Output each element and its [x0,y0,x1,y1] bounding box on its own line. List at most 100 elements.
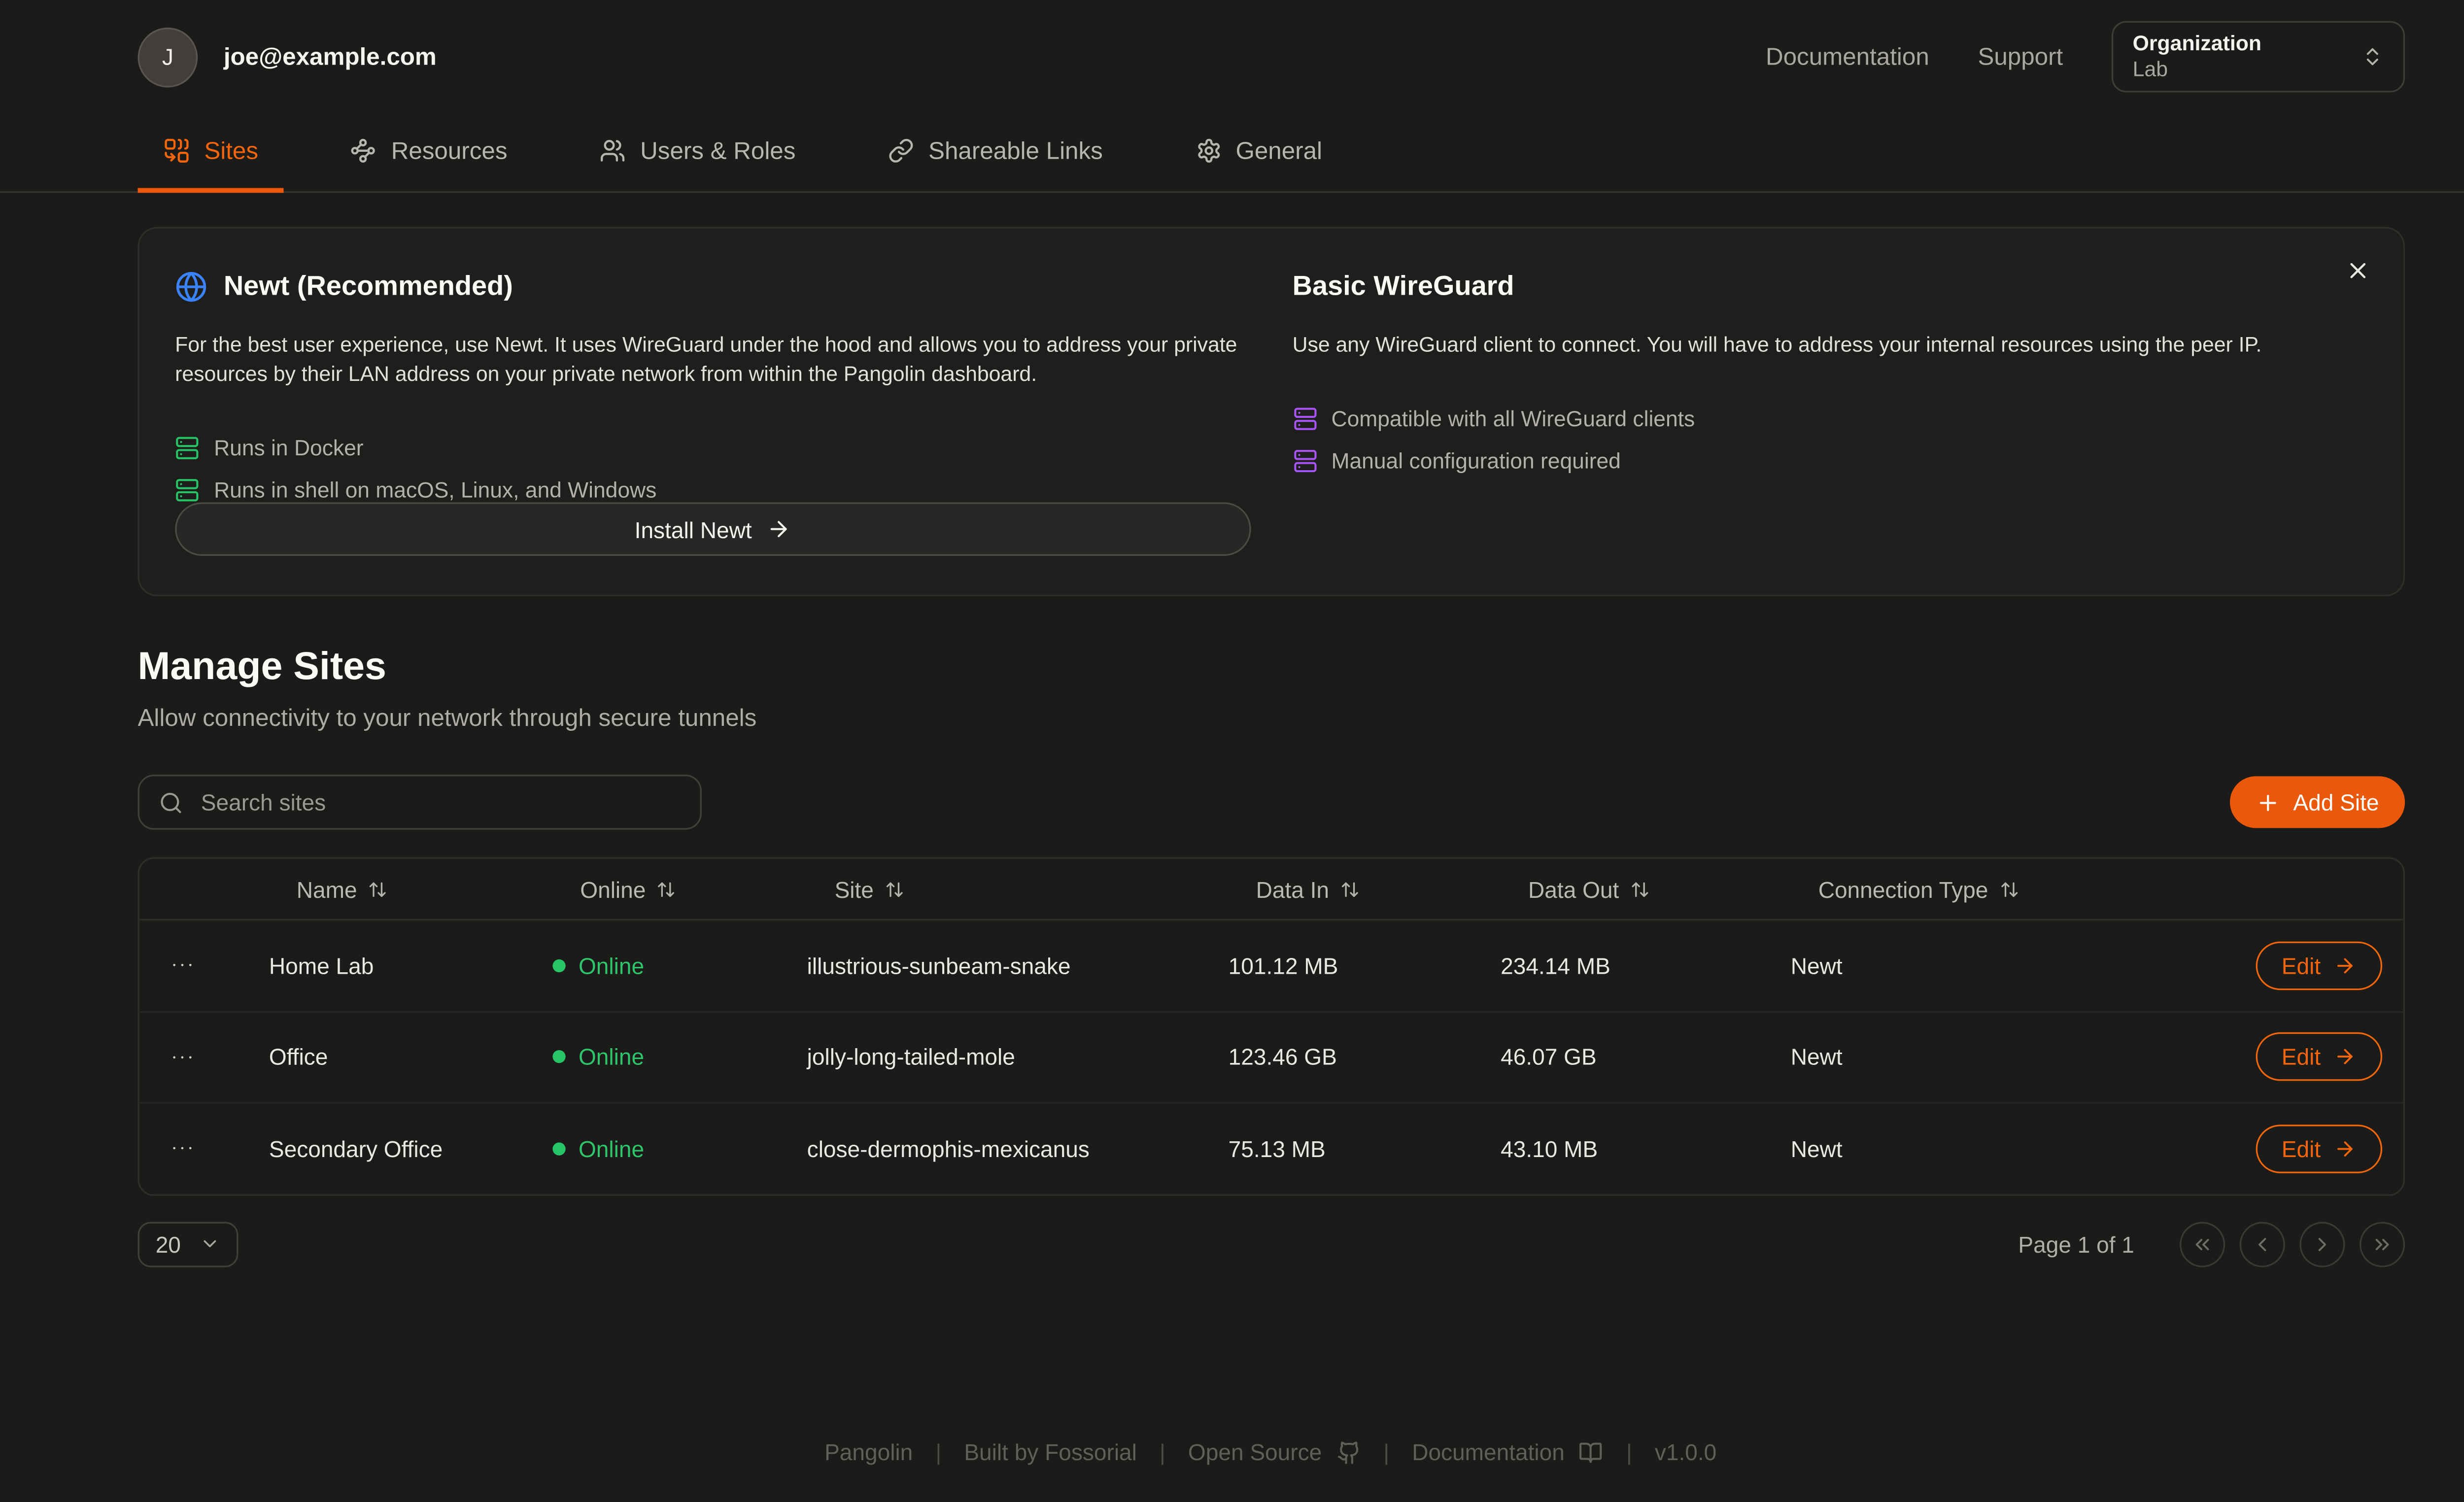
chevron-right-icon [2318,1237,2327,1251]
table-toolbar: Add Site [137,774,2405,830]
cell-site: close-dermophis-mexicanus [807,1135,1090,1162]
page-size-select[interactable]: 20 [137,1221,238,1266]
gear-icon [1197,138,1219,163]
cell-online: Online [552,1044,807,1070]
row-menu-button[interactable] [164,1130,201,1167]
waypoints-icon [351,138,376,163]
arrow-right-icon [770,521,787,538]
feature-text: Runs in Docker [214,436,364,460]
table-row: Office Online jolly-long-tailed-mole 123… [139,1012,2403,1104]
cell-data-out: 43.10 MB [1501,1135,1598,1162]
server-icon [1293,408,1316,430]
newt-description: For the best user experience, use Newt. … [175,332,1237,386]
cell-connection-type: Newt [1790,1044,1843,1070]
cell-actions: Edit [2133,1032,2403,1082]
edit-label: Edit [2281,1135,2321,1162]
cell-connection-type: Newt [1790,1135,1843,1162]
plus-icon [2260,794,2276,811]
column-header-data-out[interactable]: Data Out [1501,876,1791,902]
ellipsis-icon [173,964,192,967]
footer-documentation[interactable]: Documentation [1412,1439,1604,1465]
nav-support[interactable]: Support [1978,43,2063,71]
tab-users-roles[interactable]: Users & Roles [574,113,821,191]
arrow-right-icon [2337,957,2353,973]
cell-data-in: 101.12 MB [1228,952,1338,979]
edit-label: Edit [2281,1044,2321,1070]
newt-heading: Newt (Recommended) [175,271,1250,303]
combine-icon [165,138,189,163]
user-email[interactable]: joe@example.com [223,43,437,71]
org-selector-label: Organization [2132,31,2261,56]
tab-label: Shareable Links [928,137,1103,165]
last-page-button[interactable] [2360,1221,2405,1266]
online-label: Online [578,1044,645,1070]
top-bar: J joe@example.com Documentation Support … [0,0,2464,113]
tab-label: General [1235,137,1323,165]
cell-site: jolly-long-tailed-mole [807,1044,1015,1070]
footer-built-by: Built by Fossorial [964,1439,1137,1465]
column-label: Name [296,876,357,902]
sort-icon [1342,881,1359,896]
edit-site-button[interactable]: Edit [2256,941,2383,990]
row-menu-button[interactable] [164,1038,201,1076]
feature-item: Runs in Docker [175,436,1250,460]
cell-connection-type: Newt [1790,952,1843,979]
row-menu-cell [139,1038,269,1076]
cell-data-out: 234.14 MB [1501,952,1610,979]
wireguard-features: Compatible with all WireGuard clients Ma… [1293,407,2368,473]
column-label: Site [834,876,874,902]
chevron-left-icon [2259,1237,2266,1251]
add-site-button[interactable]: Add Site [2230,776,2405,828]
server-icon [176,479,199,502]
tab-label: Users & Roles [640,137,796,165]
server-icon [1293,449,1316,473]
column-header-data-in[interactable]: Data In [1229,876,1501,902]
cell-name: Office [269,1044,328,1070]
chevrons-up-down-icon [2366,48,2378,66]
column-header-connection-type[interactable]: Connection Type [1791,876,2133,902]
edit-site-button[interactable]: Edit [2256,1032,2383,1082]
install-newt-button[interactable]: Install Newt [175,502,1251,556]
cell-data-out: 46.07 GB [1501,1044,1597,1070]
feature-text: Manual configuration required [1331,448,1621,474]
wireguard-heading: Basic WireGuard [1293,271,2368,303]
column-header-online[interactable]: Online [552,876,807,902]
wireguard-description: Use any WireGuard client to connect. You… [1292,332,2262,357]
globe-icon [176,272,206,302]
top-nav: Documentation Support Organization Lab [1766,21,2405,93]
org-selector[interactable]: Organization Lab [2111,21,2405,93]
first-page-button[interactable] [2180,1221,2225,1266]
footer-separator: | [1159,1439,1165,1465]
previous-page-button[interactable] [2239,1221,2285,1266]
row-menu-cell [139,1130,269,1167]
users-icon [601,139,625,162]
tab-shareable-links[interactable]: Shareable Links [862,113,1129,191]
row-menu-button[interactable] [164,947,201,984]
tab-resources[interactable]: Resources [325,113,533,191]
footer-open-source[interactable]: Open Source [1188,1439,1361,1465]
chevrons-left-icon [2195,1238,2209,1250]
avatar[interactable]: J [137,27,198,87]
tab-label: Resources [391,137,508,165]
search-icon [161,792,181,813]
cell-actions: Edit [2133,1124,2403,1173]
nav-documentation[interactable]: Documentation [1765,43,1929,71]
close-onboarding-button[interactable] [2338,251,2377,290]
pagination-controls: Page 1 of 1 [2018,1221,2405,1266]
column-header-name[interactable]: Name [269,876,552,902]
feature-text: Compatible with all WireGuard clients [1331,407,1695,431]
ellipsis-icon [173,1056,192,1058]
org-selector-text: Organization Lab [2133,31,2261,82]
cell-data-in: 75.13 MB [1228,1135,1326,1162]
column-header-site[interactable]: Site [807,876,1229,902]
edit-label: Edit [2281,952,2321,979]
online-label: Online [578,1135,645,1162]
tab-general[interactable]: General [1169,113,1348,191]
search-input[interactable] [198,787,681,817]
next-page-button[interactable] [2299,1221,2345,1266]
edit-site-button[interactable]: Edit [2256,1124,2383,1173]
tab-label: Sites [204,137,259,165]
tab-sites[interactable]: Sites [137,113,285,193]
github-icon [1337,1440,1358,1464]
